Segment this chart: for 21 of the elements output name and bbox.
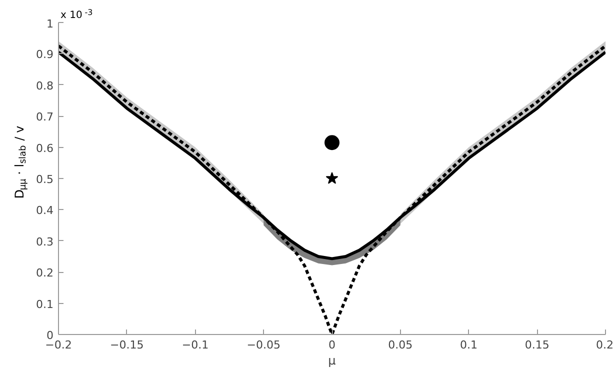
y-tick-label: 0.1 [36, 298, 54, 311]
y-tick-label: 0.6 [36, 142, 54, 155]
y-tick-label: 0.8 [36, 79, 54, 92]
x-tick-label: 0.05 [388, 338, 413, 352]
y-tick-label: 1 [46, 18, 54, 30]
x-axis-title: μ [328, 354, 336, 368]
x-tick-label: −0.05 [246, 338, 280, 352]
y-axis-title: Dμμ · lslab / v [12, 126, 29, 199]
y-tick-label: 0.5 [36, 173, 54, 186]
y-tick-label: 0.3 [36, 235, 54, 248]
text: x 10-3 [60, 8, 93, 21]
y-tick-label: 0.9 [36, 48, 54, 62]
y-tick-label: 0.2 [36, 266, 54, 280]
x-tick-label: 0.2 [596, 338, 613, 352]
x-tick-label: −0.15 [110, 338, 144, 352]
y-tick-label: 0.4 [36, 204, 54, 218]
x-tick-label: 0.1 [460, 338, 478, 352]
x-tick-label: 0.15 [524, 338, 550, 352]
x-tick-label: −0.1 [182, 338, 209, 352]
y-tick-label: 0.7 [36, 110, 54, 124]
x-tick-label: 0 [328, 338, 336, 352]
